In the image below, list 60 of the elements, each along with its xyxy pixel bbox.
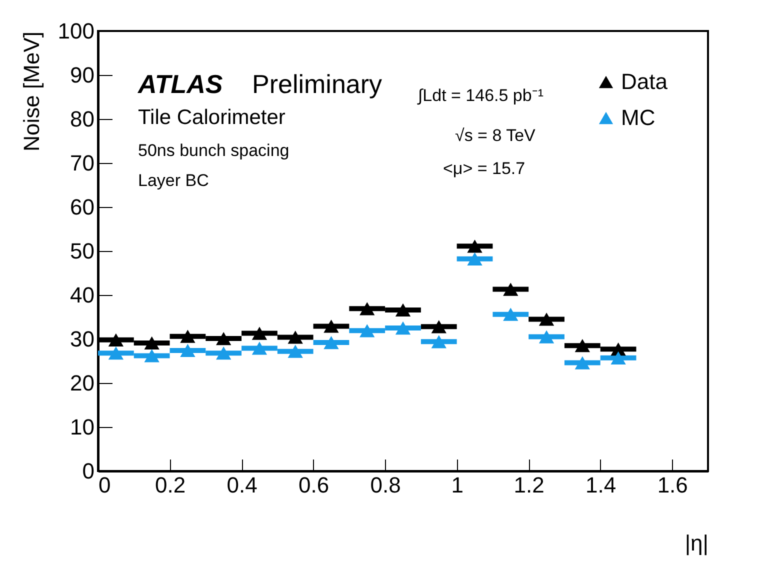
x-tick-label: 0 [98, 472, 111, 498]
point [538, 330, 554, 344]
y-tick-label: 80 [70, 106, 94, 132]
point [180, 344, 196, 358]
x-tick-label: 0.4 [226, 472, 258, 498]
point [503, 282, 518, 296]
point [180, 330, 196, 343]
y-tick-label: 40 [70, 282, 94, 308]
point [144, 336, 160, 350]
point [108, 346, 124, 360]
y-tick-label: 90 [70, 62, 94, 88]
x-tick-label: 0.6 [298, 472, 330, 498]
y-tick-label: 60 [70, 194, 94, 220]
point [467, 240, 482, 253]
point [467, 252, 482, 266]
point [574, 339, 590, 352]
annotation: Tile Calorimeter [138, 106, 286, 129]
annotation: √s = 8 TeV [455, 126, 536, 145]
legend-label: Data [621, 69, 668, 94]
x-tick-label: 1.2 [514, 472, 544, 498]
point [252, 326, 268, 340]
point [395, 303, 411, 317]
point [360, 324, 375, 338]
point [324, 320, 339, 333]
point [574, 356, 590, 370]
y-axis-title: Noise [MeV] [18, 32, 44, 152]
point [324, 336, 339, 350]
x-axis-title: |η| [684, 530, 708, 556]
point [144, 349, 160, 362]
y-tick-label: 30 [70, 326, 94, 352]
point [108, 333, 124, 346]
y-tick-label: 70 [70, 150, 94, 176]
point [503, 308, 518, 321]
x-tick-label: 1.4 [586, 472, 616, 498]
point [252, 342, 268, 355]
point [360, 302, 375, 316]
point [288, 330, 303, 344]
point [431, 335, 446, 348]
annotation: 50ns bunch spacing [138, 141, 290, 160]
x-tick-label: 1.6 [657, 472, 688, 498]
annotation: <μ> = 15.7 [443, 159, 526, 178]
x-tick-label: 1 [451, 472, 464, 498]
point [538, 312, 554, 326]
x-tick-label: 0.2 [154, 472, 186, 498]
annotation: Layer BC [138, 171, 209, 190]
point [431, 320, 446, 334]
y-tick-label: 10 [70, 414, 94, 440]
annotation: Preliminary [252, 69, 382, 99]
y-tick-label: 50 [70, 238, 94, 264]
point [216, 346, 232, 360]
legend-label: MC [621, 105, 656, 130]
point [610, 351, 626, 364]
point [288, 344, 303, 358]
y-tick-label: 100 [58, 18, 94, 44]
annotation: ∫Ldt = 146.5 pb⁻¹ [417, 86, 544, 105]
x-tick-label: 0.8 [370, 472, 401, 498]
point [216, 332, 232, 346]
annotation: ATLAS [137, 69, 224, 99]
point [395, 321, 411, 335]
y-tick-label: 20 [70, 370, 94, 396]
